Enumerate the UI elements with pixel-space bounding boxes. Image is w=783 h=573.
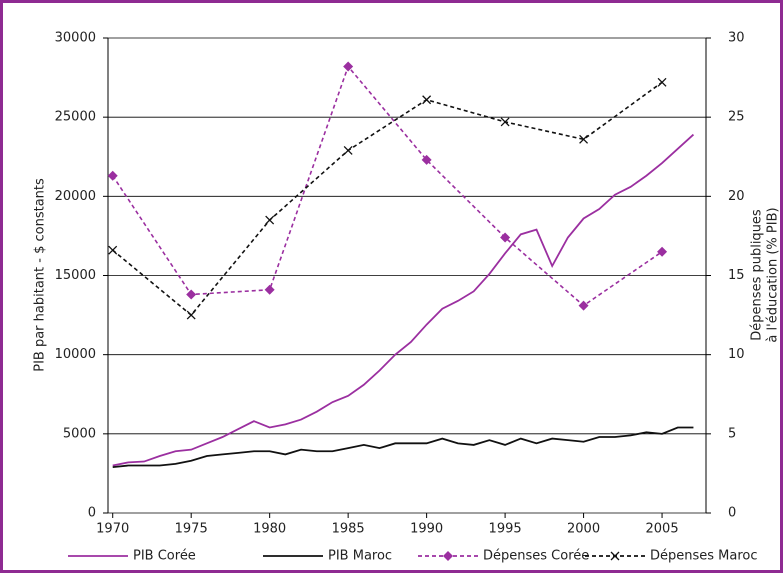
- marker: [657, 77, 667, 87]
- x-tick-label: 1985: [332, 522, 365, 537]
- marker: [343, 61, 354, 72]
- x-tick-label: 1980: [253, 522, 286, 537]
- legend-label: Dépenses Maroc: [650, 549, 758, 564]
- y-tick-label: 20000: [55, 189, 96, 204]
- y-axis-label: PIB par habitant - $ constants: [33, 178, 48, 372]
- x-tick-label: 1990: [410, 522, 443, 537]
- x-tick-label: 1975: [175, 522, 208, 537]
- marker: [421, 154, 432, 165]
- series-line: [112, 81, 663, 317]
- y-tick-label: 10000: [55, 347, 96, 362]
- marker: [264, 284, 275, 295]
- y2-tick-label: 5: [728, 426, 736, 441]
- marker: [657, 246, 668, 257]
- legend-label: Dépenses Corée: [483, 549, 589, 564]
- legend-label: PIB Corée: [133, 549, 196, 564]
- y-tick-label: 5000: [63, 426, 96, 441]
- marker: [107, 170, 118, 181]
- x-tick-label: 1995: [489, 522, 522, 537]
- y-tick-label: 0: [88, 506, 96, 521]
- marker: [500, 117, 510, 127]
- marker: [443, 551, 453, 561]
- series-line: [112, 426, 694, 468]
- x-tick-label: 1970: [96, 522, 129, 537]
- legend-label: PIB Maroc: [328, 549, 392, 564]
- marker: [610, 551, 620, 561]
- y2-axis-label: à l'éducation (% PIB): [766, 207, 781, 342]
- marker: [422, 95, 432, 105]
- x-tick-label: 2000: [567, 522, 600, 537]
- y2-tick-label: 25: [728, 110, 745, 125]
- series-line: [112, 64, 663, 307]
- y2-tick-label: 20: [728, 189, 745, 204]
- y2-tick-label: 30: [728, 31, 745, 46]
- series-line: [112, 133, 695, 467]
- y2-tick-label: 0: [728, 506, 736, 521]
- y2-axis-label: Dépenses publiques: [750, 209, 765, 341]
- marker: [579, 134, 589, 144]
- marker: [186, 289, 197, 300]
- marker: [108, 245, 118, 255]
- marker: [265, 215, 275, 225]
- y-tick-label: 15000: [55, 268, 96, 283]
- marker: [186, 310, 196, 320]
- y2-tick-label: 10: [728, 347, 745, 362]
- marker: [578, 300, 589, 311]
- marker: [343, 145, 353, 155]
- marker: [500, 232, 511, 243]
- y-tick-label: 30000: [55, 31, 96, 46]
- x-tick-label: 2005: [646, 522, 679, 537]
- y2-tick-label: 15: [728, 268, 745, 283]
- y-tick-label: 25000: [55, 110, 96, 125]
